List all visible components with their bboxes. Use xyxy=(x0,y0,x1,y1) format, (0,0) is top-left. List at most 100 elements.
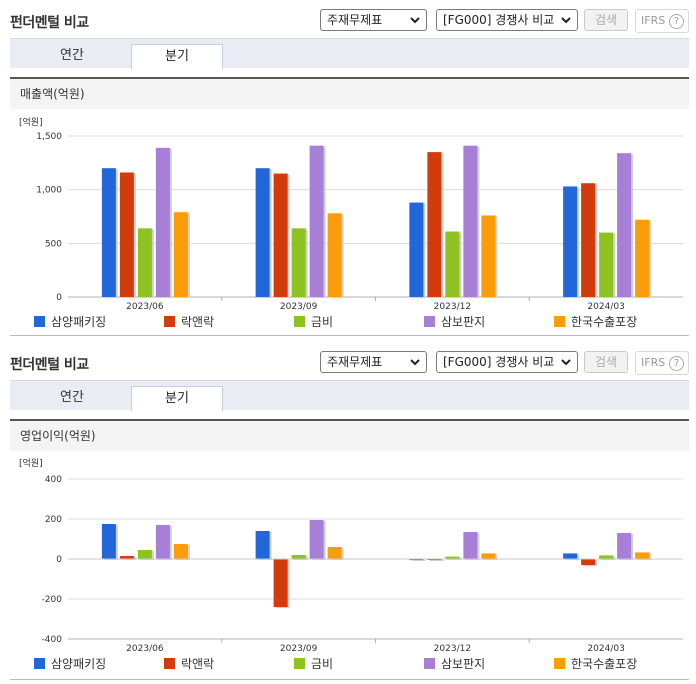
ifrs-button[interactable]: IFRS ? xyxy=(635,9,689,33)
bar xyxy=(273,173,288,297)
peer-compare-select[interactable]: [FG000] 경쟁사 비교 xyxy=(436,351,578,373)
bar xyxy=(563,553,578,559)
bar xyxy=(155,147,170,297)
tab-annual[interactable]: 연간 xyxy=(60,390,84,405)
y-tick-label: -400 xyxy=(42,635,63,645)
legend-item[interactable]: 락앤락 xyxy=(164,313,214,330)
tab-quarterly[interactable]: 분기 xyxy=(131,44,223,69)
bar xyxy=(173,212,188,297)
x-tick-label: 2023/12 xyxy=(434,644,471,654)
chart-legend: 삼양패키징 락앤락 금비 삼보판지 한국수출포장 xyxy=(0,313,696,329)
bar xyxy=(309,520,324,559)
unit-label: [억원] xyxy=(19,457,43,469)
bar xyxy=(173,544,188,559)
bar xyxy=(445,231,460,297)
legend-item[interactable]: 삼양패키징 xyxy=(34,655,106,672)
bar xyxy=(119,172,134,297)
chevron-down-icon xyxy=(561,17,571,24)
legend-swatch xyxy=(554,316,565,327)
legend-item[interactable]: 금비 xyxy=(294,313,333,330)
bar-shadow xyxy=(411,560,426,561)
legend-item[interactable]: 삼보판지 xyxy=(424,655,485,672)
bar xyxy=(481,215,496,297)
bar xyxy=(137,550,152,559)
legend-swatch xyxy=(294,658,305,669)
bar xyxy=(463,145,478,297)
legend-label: 삼양패키징 xyxy=(51,657,107,671)
bar xyxy=(137,228,152,297)
x-tick-label: 2023/12 xyxy=(434,302,471,312)
legend-swatch xyxy=(294,316,305,327)
y-tick-label: 200 xyxy=(45,515,62,525)
operating-profit-chart: [억원]400 200 0 -200 -400 2023/06 2023/09 2023/12… xyxy=(19,457,683,654)
period-tabs: 연간 분기 xyxy=(10,38,689,69)
peer-compare-select[interactable]: [FG000] 경쟁사 비교 xyxy=(436,9,578,31)
bar xyxy=(563,186,578,297)
bar xyxy=(101,168,116,297)
legend-swatch xyxy=(424,658,435,669)
legend-item[interactable]: 한국수출포장 xyxy=(554,313,637,330)
legend-label: 한국수출포장 xyxy=(571,657,638,671)
bar xyxy=(481,553,496,559)
legend-swatch xyxy=(164,316,175,327)
bar xyxy=(445,556,460,559)
legend-item[interactable]: 락앤락 xyxy=(164,655,214,672)
legend-label: 삼보판지 xyxy=(441,657,486,671)
bar xyxy=(599,555,614,559)
chart-legend: 삼양패키징 락앤락 금비 삼보판지 한국수출포장 xyxy=(0,655,696,671)
x-tick-label: 2023/09 xyxy=(280,644,318,654)
y-tick-label: -200 xyxy=(42,595,63,605)
legend-label: 삼양패키징 xyxy=(51,315,107,329)
bar xyxy=(617,153,632,297)
legend-swatch xyxy=(164,658,175,669)
legend-item[interactable]: 삼보판지 xyxy=(424,313,485,330)
legend-swatch xyxy=(554,658,565,669)
fundamental-section-1: 펀더멘털 비교 주재무제표 [FG000] 경쟁사 비교 검색 IFRS ? 연… xyxy=(0,9,696,336)
bar xyxy=(599,232,614,297)
bar xyxy=(255,168,270,297)
legend-item[interactable]: 금비 xyxy=(294,655,333,672)
bar xyxy=(581,183,596,297)
y-tick-label: 500 xyxy=(45,239,62,249)
peer-compare-select-value: [FG000] 경쟁사 비교 xyxy=(443,13,555,27)
bar xyxy=(273,559,288,607)
section-title: 펀더멘털 비교 xyxy=(10,15,89,31)
fundamental-section-2: 펀더멘털 비교 주재무제표 [FG000] 경쟁사 비교 검색 IFRS ? 연… xyxy=(0,342,696,684)
x-tick-label: 2023/09 xyxy=(280,302,318,312)
search-button[interactable]: 검색 xyxy=(584,9,628,31)
statement-select[interactable]: 주재무제표 xyxy=(320,351,427,373)
peer-compare-select-value: [FG000] 경쟁사 비교 xyxy=(443,355,555,369)
bar xyxy=(101,524,116,559)
legend-swatch xyxy=(424,316,435,327)
bar xyxy=(581,559,596,565)
y-tick-label: 0 xyxy=(56,293,62,303)
x-tick-label: 2024/03 xyxy=(587,302,624,312)
bar xyxy=(635,219,650,297)
help-icon[interactable]: ? xyxy=(669,14,684,29)
chevron-down-icon xyxy=(410,17,420,24)
chevron-down-icon xyxy=(410,359,420,366)
bar xyxy=(409,202,424,297)
y-tick-label: 1,500 xyxy=(36,132,62,142)
bar xyxy=(463,532,478,559)
ifrs-button[interactable]: IFRS ? xyxy=(635,351,689,375)
bar xyxy=(327,213,342,297)
revenue-chart: [억원] 1,500 1,000 500 0 2023/06 2023/09 2023/12 2… xyxy=(19,116,683,312)
statement-select[interactable]: 주재무제표 xyxy=(320,9,427,31)
section-title: 펀더멘털 비교 xyxy=(10,357,89,373)
tab-quarterly[interactable]: 분기 xyxy=(131,386,223,411)
search-button[interactable]: 검색 xyxy=(584,351,628,373)
bar xyxy=(291,555,306,559)
tab-annual[interactable]: 연간 xyxy=(60,48,84,63)
bar xyxy=(119,556,134,559)
legend-item[interactable]: 삼양패키징 xyxy=(34,313,106,330)
ifrs-label: IFRS xyxy=(641,14,666,27)
bar xyxy=(427,152,442,297)
bar xyxy=(309,145,324,297)
legend-label: 락앤락 xyxy=(181,315,215,329)
x-tick-label: 2023/06 xyxy=(126,644,164,654)
legend-item[interactable]: 한국수출포장 xyxy=(554,655,637,672)
help-icon[interactable]: ? xyxy=(669,356,684,371)
period-tabs: 연간 분기 xyxy=(10,380,689,411)
chevron-down-icon xyxy=(561,359,571,366)
